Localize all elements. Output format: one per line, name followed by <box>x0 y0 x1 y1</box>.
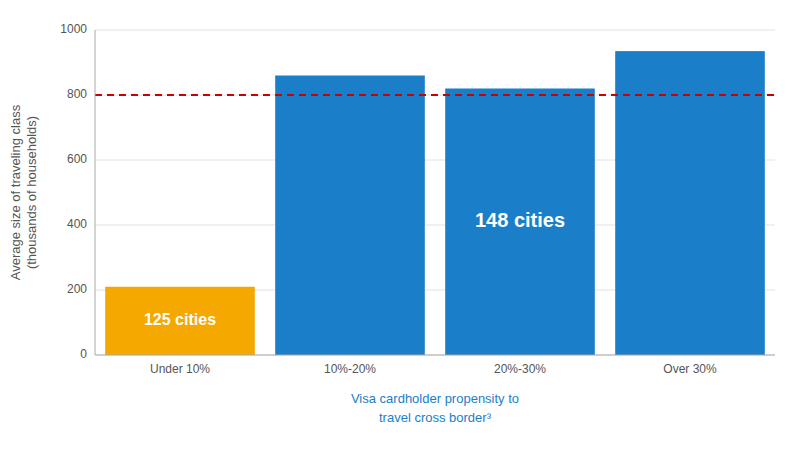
grid-line <box>95 30 775 31</box>
y-tick-label: 200 <box>67 282 87 296</box>
chart: 0 200 400 600 800 1000 Under 10% 10%-20% 20%-30%… <box>0 0 800 450</box>
y-tick-label: 600 <box>67 152 87 166</box>
grid <box>95 30 775 355</box>
x-axis-label-line: travel cross border³ <box>379 410 492 425</box>
bar <box>445 89 595 356</box>
bar <box>615 51 765 355</box>
y-axis-label-line: Average size of traveling class <box>8 104 23 280</box>
x-axis-line <box>95 355 775 356</box>
annotation: 125 cities <box>144 311 216 328</box>
y-axis-line <box>95 30 96 355</box>
bar <box>105 287 255 355</box>
bars <box>95 51 775 355</box>
y-tick-label: 800 <box>67 87 87 101</box>
y-tick-label: 0 <box>80 347 87 361</box>
x-tick-label: Over 30% <box>663 362 717 376</box>
x-tick-label: Under 10% <box>150 362 210 376</box>
y-axis-label: Average size of traveling class(thousand… <box>8 104 39 280</box>
x-axis-label: Visa cardholder propensity to travel cros… <box>351 391 519 425</box>
annotation: 148 cities <box>475 209 565 231</box>
reference-line <box>95 94 775 96</box>
y-tick-label: 400 <box>67 217 87 231</box>
y-tick-label: 1000 <box>60 22 87 36</box>
y-axis-label-line: (thousands of households) <box>24 116 39 269</box>
x-tick-label: 20%-30% <box>494 362 546 376</box>
x-tick-label: 10%-20% <box>324 362 376 376</box>
grid-line <box>95 355 775 356</box>
x-axis-label-line: Visa cardholder propensity to <box>351 391 519 406</box>
grid-line <box>95 95 775 96</box>
bar <box>275 76 425 356</box>
